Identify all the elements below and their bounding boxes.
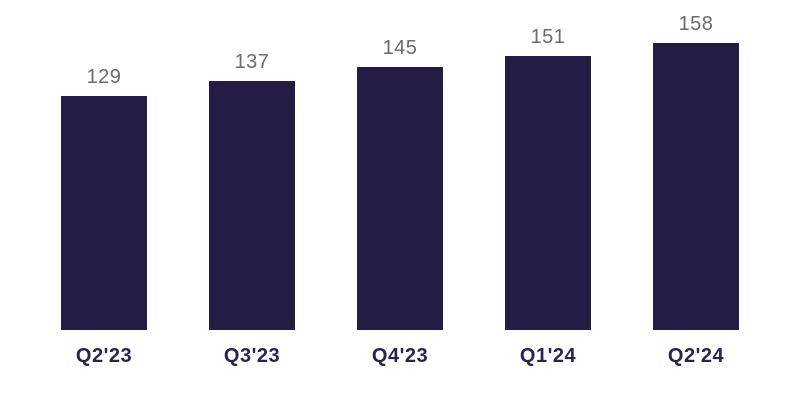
category-cell: Q4'23 (372, 330, 428, 400)
bar (505, 56, 591, 330)
category-cell: Q1'24 (520, 330, 576, 400)
bar-value-label: 158 (678, 13, 714, 35)
bar-column: 158 Q2'24 (622, 0, 770, 400)
bar-value-label: 129 (86, 66, 122, 88)
category-cell: Q3'23 (224, 330, 280, 400)
category-label: Q2'24 (667, 345, 725, 367)
bar-column: 145 Q4'23 (326, 0, 474, 400)
bar-value-label: 151 (530, 26, 566, 48)
category-label: Q1'24 (519, 345, 577, 367)
bar (357, 67, 443, 330)
category-label: Q3'23 (223, 345, 281, 367)
category-label: Q2'23 (75, 345, 133, 367)
bar (653, 43, 739, 330)
category-cell: Q2'24 (668, 330, 724, 400)
bar-column: 137 Q3'23 (178, 0, 326, 400)
bar-value-label: 145 (382, 37, 418, 59)
category-label: Q4'23 (371, 345, 429, 367)
bar-column: 129 Q2'23 (30, 0, 178, 400)
bar-column: 151 Q1'24 (474, 0, 622, 400)
bar (61, 96, 147, 330)
bar (209, 81, 295, 330)
category-cell: Q2'23 (76, 330, 132, 400)
bar-value-label: 137 (234, 51, 270, 73)
